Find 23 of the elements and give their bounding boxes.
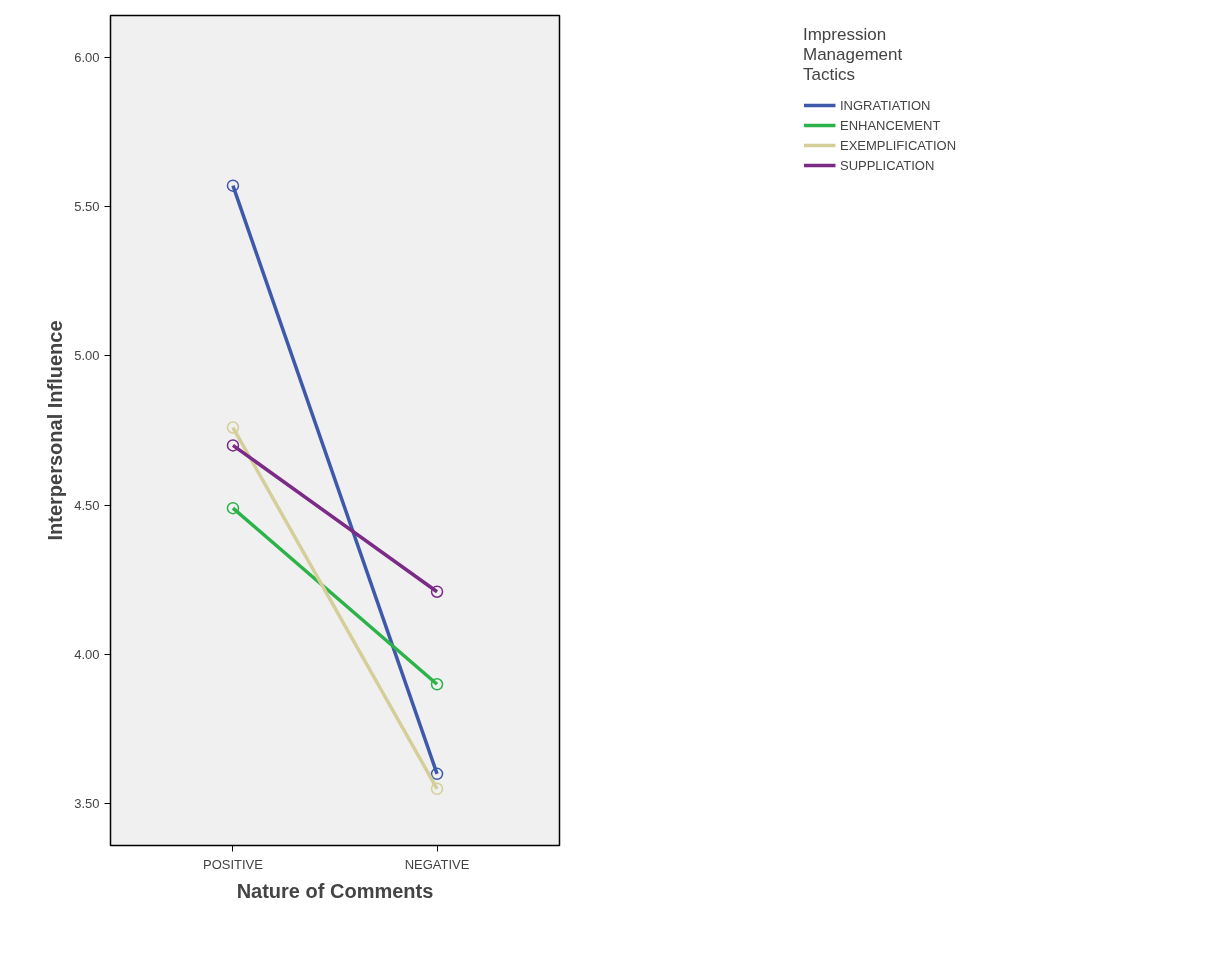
point [430, 782, 444, 796]
y-tick-label: 5.50 [74, 199, 100, 215]
point [430, 767, 444, 781]
point [226, 439, 240, 452]
x-tick-label: NEGATIVE [404, 856, 470, 872]
point [226, 501, 240, 515]
point [430, 585, 444, 598]
y-tick-label: 4.00 [74, 646, 100, 662]
legend-title: Impression Management Tactics [802, 25, 904, 85]
point [226, 421, 240, 434]
y-tick-label: 6.00 [74, 49, 100, 65]
point [430, 678, 444, 691]
legend-label: INGRATIATION [839, 97, 931, 113]
y-axis-title: Interpersonal Influence [44, 320, 67, 541]
y-tick-label: 3.50 [74, 796, 100, 812]
y-tick-label: 5.00 [74, 348, 100, 364]
y-tick-label: 4.50 [74, 497, 100, 513]
x-axis-title: Nature of Comments [236, 879, 434, 902]
legend-label: EXEMPLIFICATION [839, 137, 957, 153]
x-tick-label: POSITIVE [202, 856, 264, 872]
legend-label: SUPPLICATION [839, 157, 935, 173]
point [226, 179, 240, 192]
legend-label: ENHANCEMENT [839, 117, 941, 133]
